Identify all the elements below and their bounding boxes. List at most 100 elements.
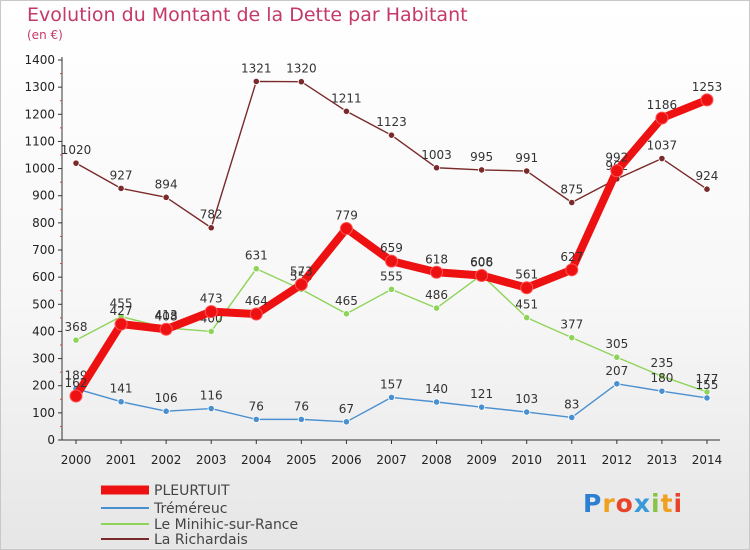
data-point-le-minihic-sur-rance: [568, 334, 576, 342]
data-label-la-richardais: 1321: [241, 61, 272, 75]
data-label-le-minihic-sur-rance: 413: [155, 308, 178, 322]
data-point-la-richardais: [568, 198, 576, 207]
logo-letter: o: [615, 489, 634, 518]
logo-letter: P: [583, 489, 603, 518]
chart-subtitle: (en €): [27, 28, 63, 42]
y-tick-label: 1300: [24, 80, 55, 94]
data-point-la-richardais: [297, 78, 305, 86]
data-label-la-richardais: 1020: [61, 143, 92, 157]
legend-label: La Richardais: [154, 532, 248, 548]
data-point-la-richardais: [207, 224, 215, 232]
x-tick-label: 2005: [286, 453, 317, 467]
x-tick-label: 2004: [241, 453, 272, 467]
data-label-pleurtuit: 473: [200, 292, 223, 306]
data-label-le-minihic-sur-rance: 455: [110, 297, 133, 311]
data-label-le-minihic-sur-rance: 451: [515, 298, 538, 312]
data-label-la-richardais: 1123: [376, 115, 407, 129]
data-point-la-richardais: [523, 167, 531, 175]
x-tick-label: 2008: [421, 453, 452, 467]
data-label-le-minihic-sur-rance: 177: [696, 372, 719, 386]
data-label-pleurtuit: 618: [425, 252, 448, 266]
x-tick-label: 2006: [331, 453, 362, 467]
x-tick-label: 2000: [61, 453, 92, 467]
data-label-pleurtuit: 464: [245, 294, 268, 308]
data-point-tremereuc: [117, 398, 125, 406]
data-label-tremereuc: 140: [425, 382, 448, 396]
data-point-le-minihic-sur-rance: [387, 285, 396, 293]
data-point-la-richardais: [162, 193, 170, 201]
data-point-le-minihic-sur-rance: [72, 336, 80, 344]
data-point-la-richardais: [252, 77, 260, 86]
data-point-pleurtuit: [114, 317, 128, 331]
x-tick-label: 2003: [196, 453, 227, 467]
data-label-le-minihic-sur-rance: 368: [65, 320, 88, 334]
data-label-pleurtuit: 1253: [692, 80, 723, 94]
data-label-le-minihic-sur-rance: 486: [425, 288, 448, 302]
data-label-pleurtuit: 779: [335, 209, 358, 223]
data-label-le-minihic-sur-rance: 555: [380, 269, 403, 283]
legend-label: PLEURTUIT: [154, 483, 230, 499]
data-point-pleurtuit: [430, 265, 444, 279]
data-point-la-richardais: [72, 159, 80, 167]
data-label-tremereuc: 121: [470, 387, 493, 401]
data-point-tremereuc: [387, 393, 396, 401]
legend-label: Tréméreuc: [153, 501, 227, 517]
data-point-pleurtuit: [339, 222, 353, 236]
data-point-la-richardais: [342, 107, 351, 115]
data-point-pleurtuit: [69, 389, 83, 403]
data-point-le-minihic-sur-rance: [613, 353, 621, 361]
proxiti-logo: Proxiti: [583, 489, 683, 518]
data-point-tremereuc: [162, 407, 170, 415]
data-point-la-richardais: [658, 154, 666, 163]
y-tick-label: 600: [32, 270, 55, 284]
x-tick-label: 2010: [511, 453, 542, 467]
data-label-le-minihic-sur-rance: 305: [605, 337, 628, 351]
logo-letter: i: [673, 489, 684, 518]
data-label-la-richardais: 1037: [647, 139, 678, 153]
data-point-pleurtuit: [565, 263, 579, 277]
data-label-pleurtuit: 573: [290, 264, 313, 278]
data-label-le-minihic-sur-rance: 631: [245, 249, 268, 263]
data-label-pleurtuit: 427: [110, 304, 133, 318]
data-label-tremereuc: 155: [696, 378, 719, 392]
x-tick-label: 2012: [602, 453, 633, 467]
data-label-pleurtuit: 1186: [647, 98, 678, 112]
data-point-le-minihic-sur-rance: [523, 313, 531, 322]
data-point-tremereuc: [432, 398, 441, 406]
data-point-tremereuc: [297, 415, 305, 423]
data-label-pleurtuit: 162: [65, 376, 88, 390]
data-label-tremereuc: 67: [339, 402, 354, 416]
data-point-pleurtuit: [475, 269, 489, 283]
data-label-tremereuc: 106: [155, 391, 178, 405]
y-tick-label: 800: [32, 216, 55, 230]
data-point-pleurtuit: [204, 305, 218, 319]
data-point-le-minihic-sur-rance: [432, 304, 441, 312]
data-point-pleurtuit: [159, 322, 173, 336]
logo-letter: i: [651, 489, 661, 518]
y-tick-label: 500: [32, 297, 55, 311]
data-label-pleurtuit: 408: [155, 309, 178, 323]
data-point-la-richardais: [478, 166, 486, 174]
y-tick-label: 1100: [24, 134, 55, 148]
data-point-tremereuc: [703, 394, 711, 402]
x-tick-label: 2011: [556, 453, 587, 467]
y-tick-label: 0: [47, 433, 55, 447]
data-label-tremereuc: 180: [650, 371, 673, 385]
data-point-le-minihic-sur-rance: [658, 372, 666, 380]
data-point-pleurtuit: [700, 93, 714, 107]
data-point-le-minihic-sur-rance: [252, 265, 260, 273]
data-label-tremereuc: 116: [200, 389, 223, 403]
x-tick-label: 2014: [692, 453, 723, 467]
data-label-tremereuc: 189: [65, 369, 88, 383]
data-label-la-richardais: 924: [696, 169, 719, 183]
data-point-tremereuc: [342, 418, 351, 426]
data-label-tremereuc: 76: [294, 399, 309, 413]
data-point-la-richardais: [387, 131, 396, 139]
data-label-pleurtuit: 992: [605, 151, 628, 165]
data-label-tremereuc: 157: [380, 377, 403, 391]
data-label-le-minihic-sur-rance: 465: [335, 294, 358, 308]
y-tick-label: 1400: [24, 53, 55, 67]
y-tick-label: 1200: [24, 107, 55, 121]
